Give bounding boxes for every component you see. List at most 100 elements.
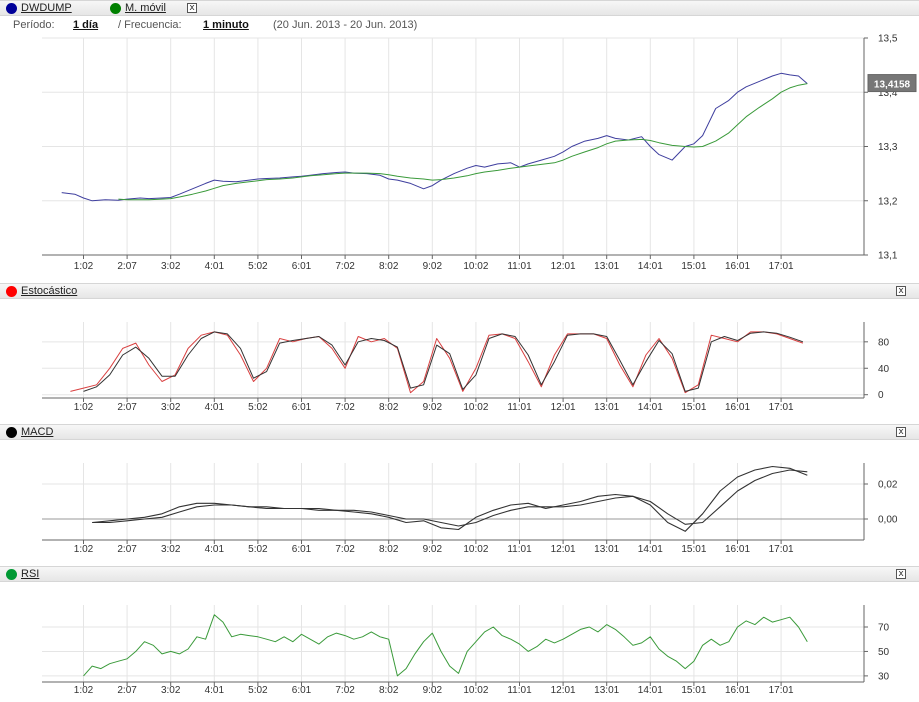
x-tick-label: 2:07	[117, 402, 137, 413]
x-tick-label: 17:01	[769, 685, 794, 696]
dot-macd-icon	[6, 426, 17, 438]
x-tick-label: 5:02	[248, 402, 268, 413]
y-tick-label: 50	[878, 647, 890, 658]
x-tick-label: 14:01	[638, 685, 663, 696]
x-tick-label: 1:02	[74, 402, 94, 413]
last-value-badge	[867, 74, 917, 93]
x-tick-label: 7:02	[335, 402, 355, 413]
x-tick-label: 7:02	[335, 261, 355, 272]
frecuencia-value-link[interactable]: 1 minuto	[203, 19, 249, 31]
last-value-label: 13,4158	[874, 80, 911, 91]
x-tick-label: 3:02	[161, 261, 181, 272]
x-tick-label: 2:07	[117, 544, 137, 555]
x-tick-label: 8:02	[379, 402, 399, 413]
y-tick-label: 13,4	[878, 88, 898, 99]
x-tick-label: 16:01	[725, 685, 750, 696]
x-tick-label: 15:01	[681, 402, 706, 413]
legend-macd-label[interactable]: MACD	[21, 426, 54, 438]
x-tick-label: 14:01	[638, 544, 663, 555]
x-tick-label: 12:01	[551, 261, 576, 272]
x-tick-label: 15:01	[681, 544, 706, 555]
x-tick-label: 16:01	[725, 544, 750, 555]
x-tick-label: 17:01	[769, 261, 794, 272]
x-tick-label: 12:01	[551, 402, 576, 413]
x-tick-label: 15:01	[681, 261, 706, 272]
x-tick-label: 6:01	[292, 402, 312, 413]
dot-mmovil-icon	[110, 2, 121, 14]
rsi-strip	[0, 566, 919, 582]
x-tick-label: 13:01	[594, 402, 619, 413]
close-estocastico-icon[interactable]: x	[896, 286, 906, 296]
y-tick-label: 40	[878, 364, 890, 375]
periodo-label: Período:	[13, 19, 55, 31]
x-tick-label: 13:01	[594, 685, 619, 696]
x-tick-label: 11:01	[507, 261, 532, 272]
dot-rsi-icon	[6, 568, 17, 580]
close-macd-icon[interactable]: x	[896, 427, 906, 437]
period-bar: Período: 1 día / Frecuencia: 1 minuto (2…	[0, 16, 919, 34]
legend-estocastico[interactable]: Estocástico	[6, 285, 77, 297]
x-tick-label: 9:02	[423, 685, 443, 696]
x-tick-label: 4:01	[205, 685, 225, 696]
x-tick-label: 5:02	[248, 261, 268, 272]
series-line-dwdump	[61, 72, 808, 202]
series-line-se-al	[92, 469, 808, 527]
x-tick-label: 10:02	[463, 685, 488, 696]
x-tick-label: 13:01	[594, 261, 619, 272]
x-tick-label: 6:01	[292, 544, 312, 555]
legend-dwdump[interactable]: DWDUMP	[6, 2, 72, 14]
x-tick-label: 8:02	[379, 544, 399, 555]
x-tick-label: 16:01	[725, 261, 750, 272]
x-tick-label: 16:01	[725, 402, 750, 413]
x-tick-label: 5:02	[248, 544, 268, 555]
x-tick-label: 2:07	[117, 685, 137, 696]
y-tick-label: 13,3	[878, 142, 898, 153]
x-tick-label: 13:01	[594, 544, 619, 555]
legend-rsi-label[interactable]: RSI	[21, 568, 40, 580]
legend-mmovil[interactable]: M. móvil	[110, 2, 166, 14]
legend-dwdump-label[interactable]: DWDUMP	[21, 2, 72, 14]
x-tick-label: 4:01	[205, 402, 225, 413]
y-tick-label: 13,1	[878, 251, 898, 262]
x-tick-label: 8:02	[379, 261, 399, 272]
x-tick-label: 6:01	[292, 685, 312, 696]
x-tick-label: 10:02	[463, 402, 488, 413]
y-tick-label: 0,02	[878, 480, 898, 491]
x-tick-label: 7:02	[335, 544, 355, 555]
series-line-macd	[92, 465, 808, 532]
series-line--k	[70, 331, 804, 394]
legend-estocastico-label[interactable]: Estocástico	[21, 285, 78, 297]
x-tick-label: 2:07	[117, 261, 137, 272]
y-tick-label: 0	[878, 390, 884, 401]
periodo-value-link[interactable]: 1 día	[73, 19, 99, 31]
x-tick-label: 3:02	[161, 685, 181, 696]
series-line--d	[83, 331, 804, 392]
y-tick-label: 30	[878, 671, 890, 682]
x-tick-label: 3:02	[161, 402, 181, 413]
close-mmovil-icon[interactable]: x	[187, 3, 197, 13]
x-tick-label: 14:01	[638, 402, 663, 413]
x-tick-label: 14:01	[638, 261, 663, 272]
legend-macd[interactable]: MACD	[6, 426, 53, 438]
series-line-m-m-vil	[118, 83, 808, 201]
x-tick-label: 15:01	[681, 685, 706, 696]
y-tick-label: 70	[878, 623, 890, 634]
stoch-strip	[0, 283, 919, 299]
y-tick-label: 13,2	[878, 196, 898, 207]
frecuencia-label: / Frecuencia:	[118, 19, 182, 31]
macd-strip	[0, 424, 919, 440]
x-tick-label: 9:02	[423, 544, 443, 555]
x-tick-label: 1:02	[74, 544, 94, 555]
legend-rsi[interactable]: RSI	[6, 568, 39, 580]
legend-mmovil-label[interactable]: M. móvil	[125, 2, 166, 14]
series-line-rsi	[83, 614, 808, 677]
x-tick-label: 6:01	[292, 261, 312, 272]
x-tick-label: 1:02	[74, 685, 94, 696]
x-tick-label: 9:02	[423, 402, 443, 413]
dot-dwdump-icon	[6, 2, 17, 14]
x-tick-label: 8:02	[379, 685, 399, 696]
close-rsi-icon[interactable]: x	[896, 569, 906, 579]
x-tick-label: 7:02	[335, 685, 355, 696]
